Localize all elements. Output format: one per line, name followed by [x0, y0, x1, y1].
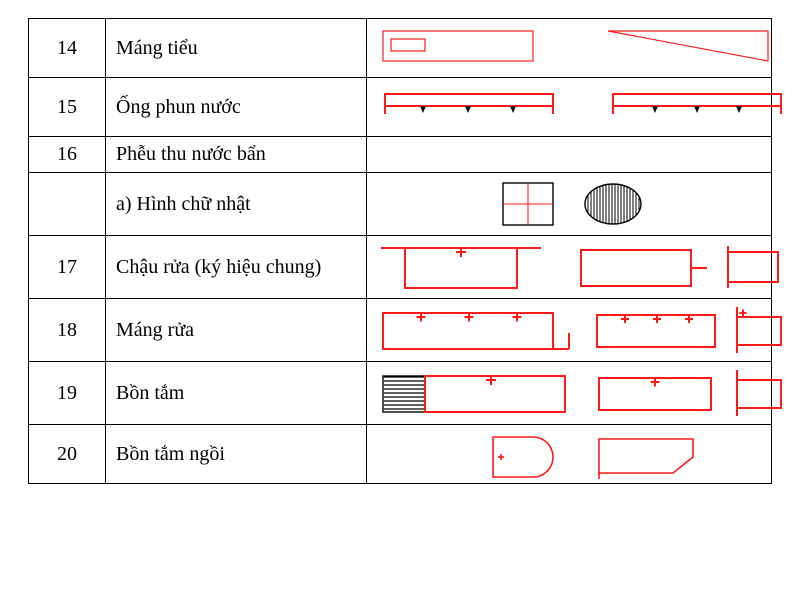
table-row: 18Máng rửa [29, 299, 772, 362]
table-row: 17Chậu rửa (ký hiệu chung) [29, 236, 772, 299]
row-number: 15 [29, 78, 106, 137]
row-symbol [367, 173, 772, 236]
row-symbol [367, 362, 772, 425]
wash-trough-icon [373, 303, 793, 357]
row-number: 14 [29, 19, 106, 78]
row-number: 20 [29, 425, 106, 484]
table-row: 16Phễu thu nước bẩn [29, 137, 772, 173]
row-label: a) Hình chữ nhật [106, 173, 367, 236]
row-label: Phễu thu nước bẩn [106, 137, 367, 173]
row-label: Máng tiểu [106, 19, 367, 78]
table-row: 15Ống phun nước [29, 78, 772, 137]
row-label: Máng rửa [106, 299, 367, 362]
row-symbol [367, 78, 772, 137]
page: 14Máng tiểu15Ống phun nước16Phễu thu nướ… [0, 0, 800, 600]
table-row: 20Bồn tắm ngồi [29, 425, 772, 484]
row-label: Bồn tắm ngồi [106, 425, 367, 484]
row-label: Chậu rửa (ký hiệu chung) [106, 236, 367, 299]
row-number: 19 [29, 362, 106, 425]
row-symbol [367, 137, 772, 173]
row-label: Bồn tắm [106, 362, 367, 425]
row-number [29, 173, 106, 236]
sitz-bath-icon [373, 429, 793, 479]
urinal-trough-icon [373, 23, 793, 73]
row-label: Ống phun nước [106, 78, 367, 137]
sink-general-icon [373, 240, 793, 294]
bathtub-icon [373, 366, 793, 420]
row-symbol [367, 299, 772, 362]
symbols-table: 14Máng tiểu15Ống phun nước16Phễu thu nướ… [28, 18, 772, 484]
row-number: 18 [29, 299, 106, 362]
table-row: 14Máng tiểu [29, 19, 772, 78]
row-number: 16 [29, 137, 106, 173]
table-row: 19Bồn tắm [29, 362, 772, 425]
rect-and-hatched-ellipse-icon [373, 177, 793, 231]
row-number: 17 [29, 236, 106, 299]
spray-pipe-icon [373, 82, 793, 132]
row-symbol [367, 236, 772, 299]
table-row: a) Hình chữ nhật [29, 173, 772, 236]
row-symbol [367, 19, 772, 78]
row-symbol [367, 425, 772, 484]
